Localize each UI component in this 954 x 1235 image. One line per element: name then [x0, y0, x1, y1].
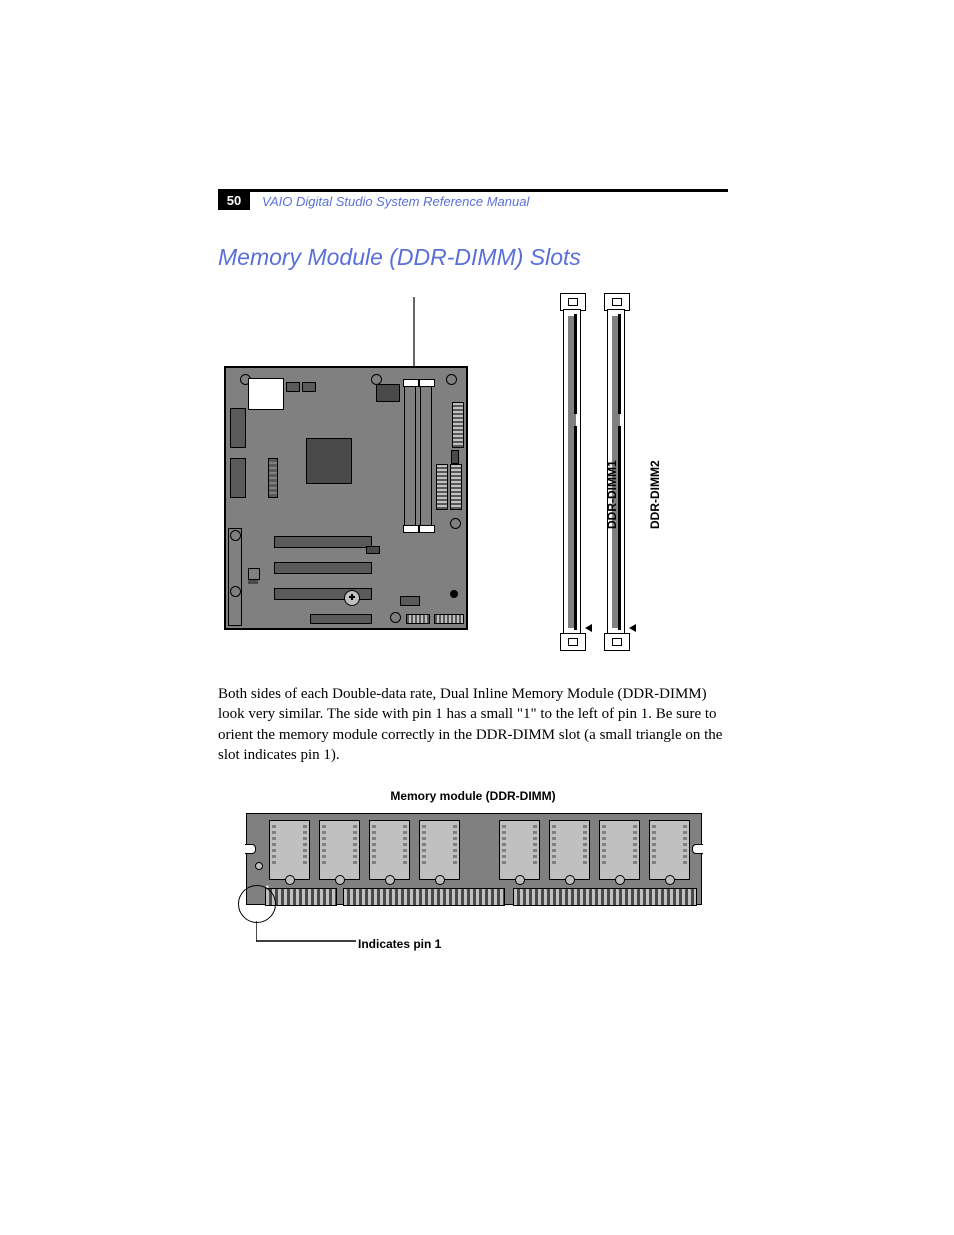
contact-pins: [343, 888, 505, 906]
rear-io: [230, 458, 246, 498]
callout-label: Indicates pin 1: [358, 937, 441, 951]
figure-memory-module: Memory module (DDR-DIMM) 1 Indicates pin…: [238, 789, 708, 959]
dimm-slot-enlarged-1: [563, 297, 581, 647]
callout-leader: [256, 921, 356, 945]
memory-chip-icon: [369, 820, 410, 880]
memory-chip-icon: [599, 820, 640, 880]
ddr-dimm-module: 1: [246, 813, 702, 905]
front-panel-conn: [434, 614, 464, 624]
battery-icon: [344, 590, 360, 606]
body-paragraph: Both sides of each Double-data rate, Dua…: [218, 684, 724, 765]
memory-chip-icon: [269, 820, 310, 880]
rear-io: [230, 408, 246, 448]
header-conn: [286, 382, 300, 392]
section-title: Memory Module (DDR-DIMM) Slots: [218, 244, 581, 271]
memory-chip-icon: [549, 820, 590, 880]
pci-slot: [274, 536, 372, 548]
figure-motherboard-slots: DDR-DIMM1 DDR-DIMM2: [224, 297, 658, 657]
ide-conn: [436, 464, 448, 510]
jumper: [248, 568, 260, 580]
contact-pins: [513, 888, 697, 906]
dimm-body: [563, 309, 581, 635]
jumper: [248, 580, 258, 584]
front-panel-conn: [406, 614, 430, 624]
callout-circle-icon: [238, 885, 276, 923]
jumper: [366, 546, 380, 554]
memory-chip-icon: [499, 820, 540, 880]
screw-icon: [450, 518, 461, 529]
dimm-label-2: DDR-DIMM2: [648, 460, 662, 529]
motherboard-outline: [224, 366, 468, 630]
bracket: [228, 528, 242, 626]
io-chip: [248, 378, 284, 410]
dimm-label-1: DDR-DIMM1: [605, 460, 619, 529]
pci-slot: [274, 562, 372, 574]
ide-conn: [452, 402, 464, 448]
page-number: 50: [218, 192, 250, 210]
screw-icon: [446, 374, 457, 385]
memory-chip-icon: [319, 820, 360, 880]
jumper: [451, 450, 459, 464]
running-head: VAIO Digital Studio System Reference Man…: [262, 194, 529, 209]
header-conn: [302, 382, 316, 392]
pci-slot: [310, 614, 372, 624]
capacitor-row: [268, 458, 278, 498]
dimm-slot-on-board: [420, 380, 432, 532]
buzzer-icon: [450, 590, 458, 598]
figure2-title: Memory module (DDR-DIMM): [238, 789, 708, 803]
chipset-icon: [306, 438, 352, 484]
cpu-socket: [376, 384, 400, 402]
pin1-triangle-icon: [585, 624, 592, 632]
header-conn: [400, 596, 420, 606]
dimm-clip-icon: [560, 633, 586, 651]
dimm-clip-icon: [604, 633, 630, 651]
module-notch-icon: [245, 844, 256, 854]
ide-conn: [450, 464, 462, 510]
memory-chip-icon: [649, 820, 690, 880]
memory-chip-icon: [419, 820, 460, 880]
dimm-slot-on-board: [404, 380, 416, 532]
screw-icon: [390, 612, 401, 623]
pin1-dot-icon: [255, 862, 263, 870]
header-rule: [218, 189, 728, 192]
module-notch-icon: [692, 844, 703, 854]
pin1-triangle-icon: [629, 624, 636, 632]
